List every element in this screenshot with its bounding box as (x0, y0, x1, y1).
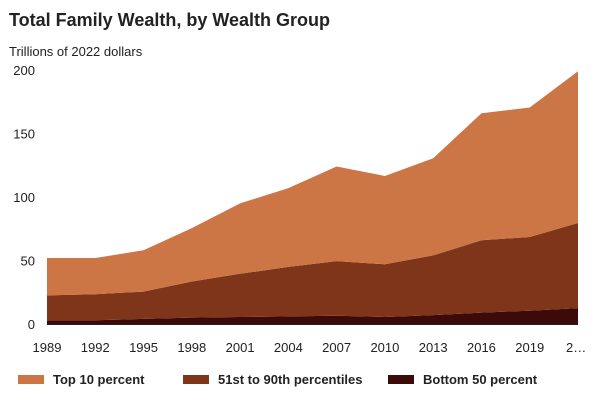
y-tick-label: 100 (13, 190, 35, 205)
x-tick-label: 2004 (274, 340, 303, 355)
legend-swatch (388, 375, 414, 384)
x-tick-labels: 1989 1992 1995 1998 2001 2004 2007 2010 2013 2016… (33, 340, 587, 355)
x-tick-label: 2007 (322, 340, 351, 355)
y-tick-label: 50 (21, 254, 35, 269)
area-layers (47, 71, 578, 324)
legend-label: Bottom 50 percent (423, 372, 538, 387)
x-tick-label: 2010 (370, 340, 399, 355)
y-tick-label: 200 (13, 63, 35, 78)
x-tick-label: 2001 (226, 340, 255, 355)
y-tick-label: 150 (13, 127, 35, 142)
area-51st-to-90th-percentiles (47, 223, 578, 321)
legend-swatch (18, 375, 44, 384)
chart-legend: Top 10 percent 51st to 90th percentiles Bo… (18, 372, 588, 392)
x-tick-label: 2013 (419, 340, 448, 355)
x-tick-label: 1998 (177, 340, 206, 355)
legend-swatch (183, 375, 209, 384)
area-bottom-50-percent (47, 308, 578, 324)
area-top-10-percent (47, 71, 578, 296)
x-tick-label: 1995 (129, 340, 158, 355)
x-tick-label: 2019 (515, 340, 544, 355)
legend-label: Top 10 percent (53, 372, 145, 387)
legend-item-bottom-50-percent: Bottom 50 percent (388, 372, 537, 387)
legend-item-51st-to-90th-percentiles: 51st to 90th percentiles (183, 372, 363, 387)
chart-title: Total Family Wealth, by Wealth Group (9, 10, 331, 30)
y-tick-label: 0 (28, 317, 35, 332)
y-tick-labels: 0 50 100 150 200 (13, 63, 35, 332)
x-tick-label: 1989 (33, 340, 62, 355)
x-tick-label: 2016 (467, 340, 496, 355)
legend-label: 51st to 90th percentiles (218, 372, 363, 387)
legend-item-top-10-percent: Top 10 percent (18, 372, 145, 387)
chart-subtitle: Trillions of 2022 dollars (9, 44, 143, 59)
x-tick-label: 1992 (81, 340, 110, 355)
x-tick-label: 2… (566, 340, 586, 355)
